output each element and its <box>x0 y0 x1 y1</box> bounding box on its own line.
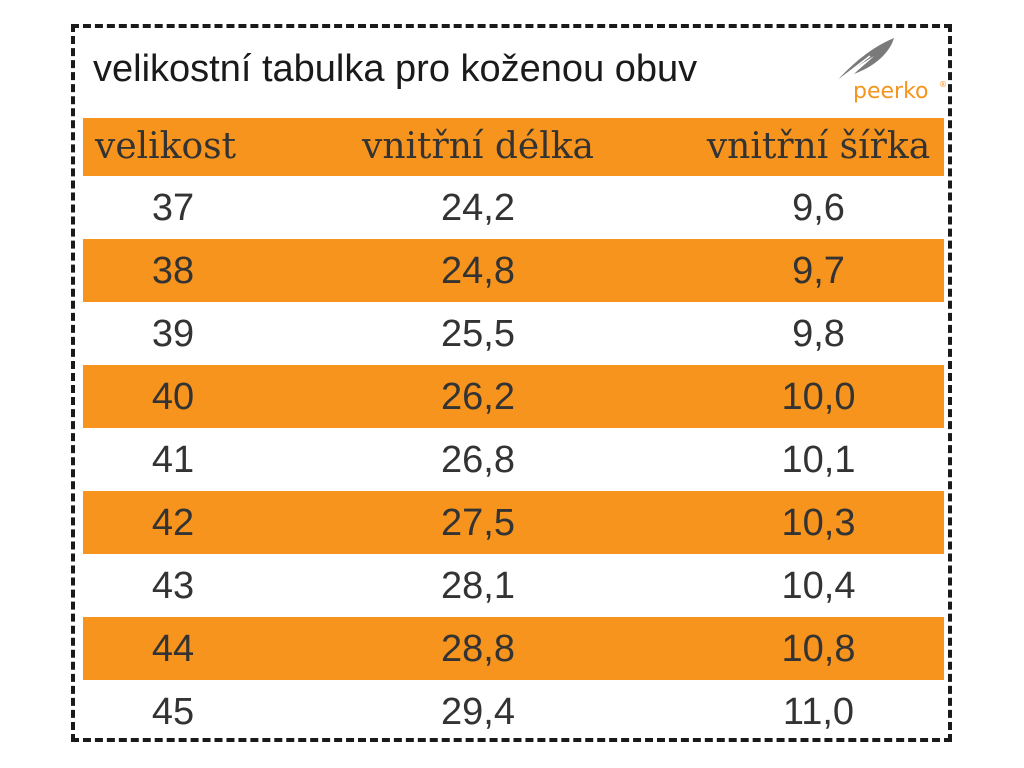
cell-size: 45 <box>151 690 195 733</box>
brand-logo: peerko ® <box>826 36 947 108</box>
cell-width: 10,1 <box>781 438 856 481</box>
dashed-frame <box>71 24 952 742</box>
cell-length: 26,2 <box>441 375 515 418</box>
size-table: velikost vnitřní délka vnitřní šířka 37 2… <box>83 118 944 743</box>
table-row: 42 27,5 10,3 <box>83 491 944 554</box>
cell-length: 25,5 <box>441 312 515 355</box>
table-header: velikost vnitřní délka vnitřní šířka <box>83 118 944 176</box>
cell-size: 38 <box>151 249 195 292</box>
cell-size: 44 <box>151 627 195 670</box>
table-row: 41 26,8 10,1 <box>83 428 944 491</box>
cell-width: 9,6 <box>792 186 845 229</box>
cell-length: 24,8 <box>441 249 515 292</box>
table-row: 44 28,8 10,8 <box>83 617 944 680</box>
cell-length: 29,4 <box>441 690 515 733</box>
logo-text: peerko <box>853 79 929 104</box>
table-body: 37 24,2 9,6 38 24,8 9,7 39 25,5 9,8 40 26,2 10,0 41 2… <box>83 176 944 743</box>
table-row: 38 24,8 9,7 <box>83 239 944 302</box>
page-title: velikostní tabulka pro koženou obuv <box>93 48 698 90</box>
column-header-size: velikost <box>95 126 237 167</box>
cell-size: 39 <box>151 312 195 355</box>
cell-length: 28,1 <box>441 564 515 607</box>
cell-width: 11,0 <box>782 690 855 733</box>
cell-width: 10,0 <box>781 375 856 418</box>
cell-size: 40 <box>151 375 195 418</box>
registered-mark: ® <box>939 80 947 89</box>
feather-icon <box>835 38 894 83</box>
cell-length: 28,8 <box>441 627 515 670</box>
cell-width: 9,7 <box>792 249 845 292</box>
cell-size: 43 <box>151 564 195 607</box>
table-row: 39 25,5 9,8 <box>83 302 944 365</box>
cell-width: 10,4 <box>781 564 856 607</box>
cell-length: 27,5 <box>441 501 515 544</box>
table-row: 40 26,2 10,0 <box>83 365 944 428</box>
cell-length: 26,8 <box>441 438 515 481</box>
cell-size: 41 <box>151 438 195 481</box>
cell-size: 37 <box>151 186 195 229</box>
table-row: 37 24,2 9,6 <box>83 176 944 239</box>
cell-length: 24,2 <box>441 186 515 229</box>
cell-width: 10,3 <box>781 501 856 544</box>
table-row: 43 28,1 10,4 <box>83 554 944 617</box>
column-header-width: vnitřní šířka <box>706 126 931 167</box>
column-header-length: vnitřní délka <box>362 126 594 167</box>
table-row: 45 29,4 11,0 <box>83 680 944 743</box>
cell-width: 9,8 <box>792 312 845 355</box>
cell-width: 10,8 <box>781 627 856 670</box>
cell-size: 42 <box>151 501 195 544</box>
